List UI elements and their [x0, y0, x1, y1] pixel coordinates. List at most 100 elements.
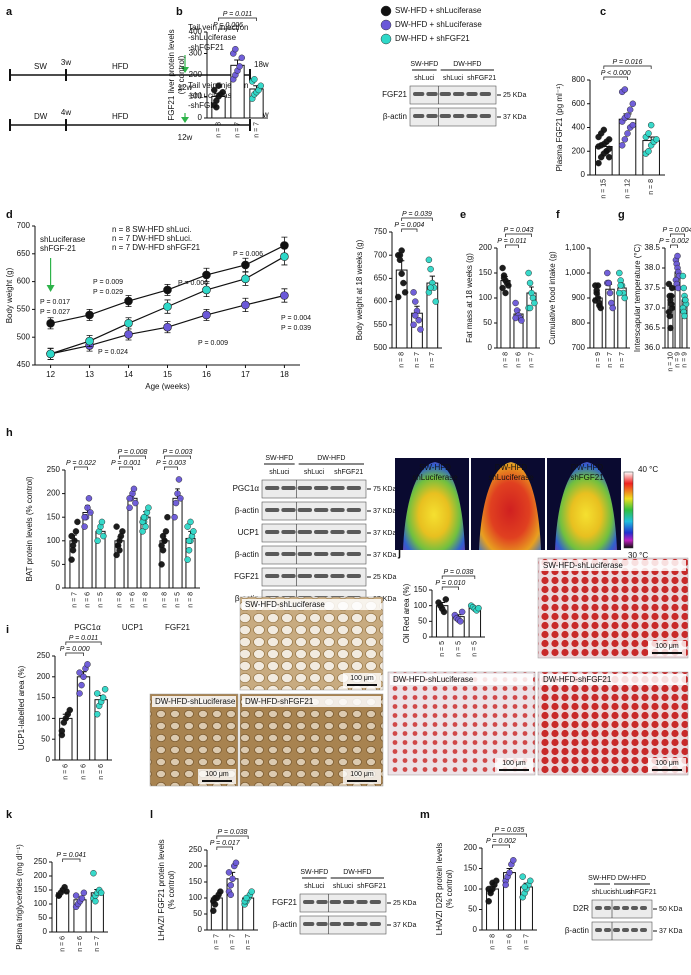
n-label: n = 6	[80, 764, 87, 780]
data-point	[100, 532, 107, 540]
blot-band	[369, 922, 381, 926]
blot-lane: shFGF21	[334, 469, 363, 476]
scale-bar-label: 100 μm	[350, 771, 374, 778]
y-axis-label: UCP1-labelled area (%)	[17, 665, 26, 750]
p-value: P = 0.039	[281, 325, 311, 332]
data-point	[126, 504, 133, 512]
bracket	[74, 466, 88, 470]
x-tick-label: 13	[85, 370, 94, 379]
n-label: n = 9	[595, 352, 602, 368]
blot-strip	[591, 899, 653, 919]
n-label: n = 5	[97, 592, 104, 608]
blot-strip	[591, 921, 653, 941]
scale-bar-label: 100 μm	[655, 643, 679, 650]
x-tick-label: 12	[46, 370, 55, 379]
blot-size: 25 KDa	[393, 900, 416, 907]
scale-max: 40 °C	[638, 465, 658, 474]
y-tick-label: 600	[572, 99, 586, 108]
n-label: n = 5	[439, 641, 446, 657]
data-point	[475, 604, 482, 612]
y-tick-label: 50	[468, 905, 477, 914]
data-point	[502, 881, 509, 889]
data-point	[518, 317, 525, 324]
data-point	[66, 706, 74, 714]
y-tick-label: 150	[464, 864, 478, 873]
data-point	[210, 907, 217, 915]
blot-protein: β-actin	[273, 920, 297, 929]
n-label: n = 8	[142, 592, 149, 608]
data-point	[142, 523, 149, 530]
data-point	[80, 673, 87, 681]
blot-band	[316, 922, 328, 926]
n-label: n = 8	[648, 179, 655, 195]
micrograph-label: DW-HFD-shLuciferase	[393, 675, 474, 684]
x-axis-label: Age (weeks)	[145, 382, 190, 391]
data-point	[605, 279, 612, 287]
blot-lane: shLuci	[612, 889, 633, 896]
blot-group: SW-HFD	[588, 875, 616, 882]
arrow-head	[181, 117, 189, 123]
p-value: P = 0.009	[93, 279, 123, 286]
y-tick-label: 150	[479, 268, 493, 277]
data-point	[257, 82, 265, 89]
data-point	[163, 285, 172, 295]
bracket	[216, 835, 249, 839]
data-point	[645, 148, 652, 155]
bracket	[119, 466, 133, 470]
n-label: n = 7	[619, 352, 626, 368]
blot-lane: shLuci	[333, 883, 354, 890]
bracket	[670, 244, 678, 248]
blot-strip	[409, 85, 497, 105]
bracket	[164, 466, 178, 470]
y-axis-label: BAT protein levels (% control)	[25, 476, 34, 581]
x-tick-label: 17	[241, 370, 250, 379]
data-point	[427, 265, 434, 273]
y-tick-label: 100	[189, 92, 203, 101]
data-point	[401, 289, 409, 296]
blot-strip	[409, 107, 497, 127]
blot-group: DW-HFD	[343, 869, 371, 876]
bracket	[164, 455, 191, 459]
bar	[185, 537, 196, 589]
panel-label: l	[150, 809, 153, 821]
data-point	[499, 284, 506, 292]
blot-lane: shLuci	[592, 889, 613, 896]
n-label: n = 8	[489, 934, 496, 950]
panel-label: m	[420, 809, 430, 821]
y-tick-label: 0	[473, 925, 478, 934]
data-point	[645, 130, 652, 137]
data-point	[94, 537, 101, 545]
y-tick-label: 300	[189, 49, 203, 58]
data-point	[72, 892, 80, 899]
blot-band	[356, 900, 368, 904]
blot-group: SW-HFD	[265, 455, 293, 462]
data-point	[280, 291, 289, 300]
blot-protein: FGF21	[272, 898, 297, 907]
data-point	[415, 316, 422, 324]
data-point	[624, 112, 631, 119]
blot-band	[343, 900, 355, 904]
p-value: P = 0.017	[40, 299, 70, 306]
blot-band	[297, 574, 312, 578]
data-point	[68, 532, 75, 540]
data-point	[72, 528, 80, 535]
injection-label: Tail vein injection	[188, 23, 248, 32]
blot-band	[297, 530, 312, 534]
data-point	[604, 269, 611, 277]
p-value: P = 0.024	[98, 349, 128, 356]
y-tick-label: 200	[479, 243, 493, 252]
y-tick-label: 38.0	[644, 263, 660, 272]
panel-label: f	[556, 209, 560, 221]
arrow-head	[46, 285, 55, 292]
data-point	[616, 289, 623, 297]
data-point	[90, 869, 97, 877]
data-point	[624, 130, 631, 137]
bar	[172, 497, 183, 589]
data-point	[682, 296, 689, 304]
p-value: P = 0.022	[66, 460, 96, 467]
blot-strip	[261, 523, 367, 543]
legend-marker	[380, 5, 392, 17]
y-tick-label: 150	[47, 512, 61, 521]
bracket	[505, 233, 532, 237]
bracket	[218, 28, 238, 32]
